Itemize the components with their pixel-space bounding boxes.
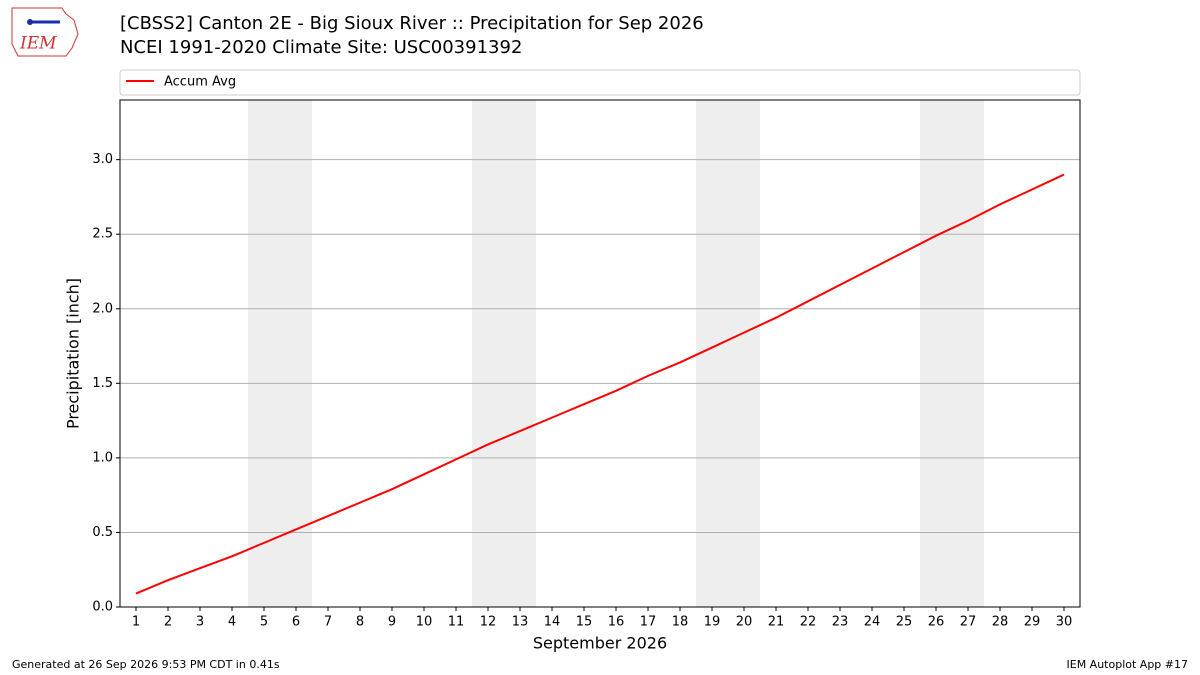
x-tick-label: 15 <box>576 615 593 630</box>
x-tick-label: 14 <box>544 615 561 630</box>
chart-subtitle: NCEI 1991-2020 Climate Site: USC00391392 <box>120 37 522 58</box>
x-tick-label: 28 <box>992 615 1009 630</box>
y-tick-label: 3.0 <box>92 152 113 167</box>
x-axis-label: September 2026 <box>533 634 667 653</box>
x-tick-label: 27 <box>960 615 977 630</box>
x-tick-label: 23 <box>832 615 849 630</box>
x-tick-label: 3 <box>196 615 204 630</box>
footer-right: IEM Autoplot App #17 <box>1067 658 1189 671</box>
x-tick-label: 11 <box>448 615 465 630</box>
plot-frame <box>119 99 1081 608</box>
x-tick-label: 12 <box>480 615 497 630</box>
x-tick-label: 24 <box>864 615 881 630</box>
x-tick-label: 1 <box>132 615 140 630</box>
x-tick-label: 29 <box>1024 615 1041 630</box>
x-tick-label: 30 <box>1056 615 1073 630</box>
logo-outline <box>11 7 79 57</box>
footer-left: Generated at 26 Sep 2026 9:53 PM CDT in … <box>12 658 280 671</box>
y-tick-label: 1.0 <box>92 450 113 465</box>
x-tick-label: 5 <box>260 615 268 630</box>
x-tick-label: 9 <box>388 615 396 630</box>
y-tick-label: 0.5 <box>92 525 113 540</box>
logo: IEM <box>11 7 79 57</box>
legend-box <box>119 69 1081 96</box>
logo-dot <box>27 19 33 25</box>
x-tick-label: 13 <box>512 615 529 630</box>
chart-title: [CBSS2] Canton 2E - Big Sioux River :: P… <box>120 13 704 34</box>
y-tick-label: 2.5 <box>92 227 113 242</box>
x-tick-label: 20 <box>736 615 753 630</box>
weekend-band <box>472 100 536 607</box>
x-tick-label: 7 <box>324 615 332 630</box>
y-tick-label: 1.5 <box>92 376 113 391</box>
x-tick-label: 21 <box>768 615 785 630</box>
x-tick-label: 26 <box>928 615 945 630</box>
x-tick-label: 4 <box>228 615 236 630</box>
x-tick-label: 18 <box>672 615 689 630</box>
y-tick-label: 2.0 <box>92 301 113 316</box>
x-tick-label: 6 <box>292 615 300 630</box>
x-tick-label: 25 <box>896 615 913 630</box>
y-tick-label: 0.0 <box>92 600 113 615</box>
weekend-band <box>248 100 312 607</box>
x-tick-label: 8 <box>356 615 364 630</box>
x-tick-label: 16 <box>608 615 625 630</box>
x-tick-label: 2 <box>164 615 172 630</box>
weekend-band <box>920 100 984 607</box>
logo-text: IEM <box>19 34 57 54</box>
x-tick-label: 19 <box>704 615 721 630</box>
weekend-band <box>696 100 760 607</box>
x-tick-label: 22 <box>800 615 817 630</box>
x-tick-label: 17 <box>640 615 657 630</box>
series-line <box>135 173 1065 595</box>
legend-label: Accum Avg <box>164 75 236 90</box>
y-axis-label: Precipitation [inch] <box>64 278 83 429</box>
x-tick-label: 10 <box>416 615 433 630</box>
